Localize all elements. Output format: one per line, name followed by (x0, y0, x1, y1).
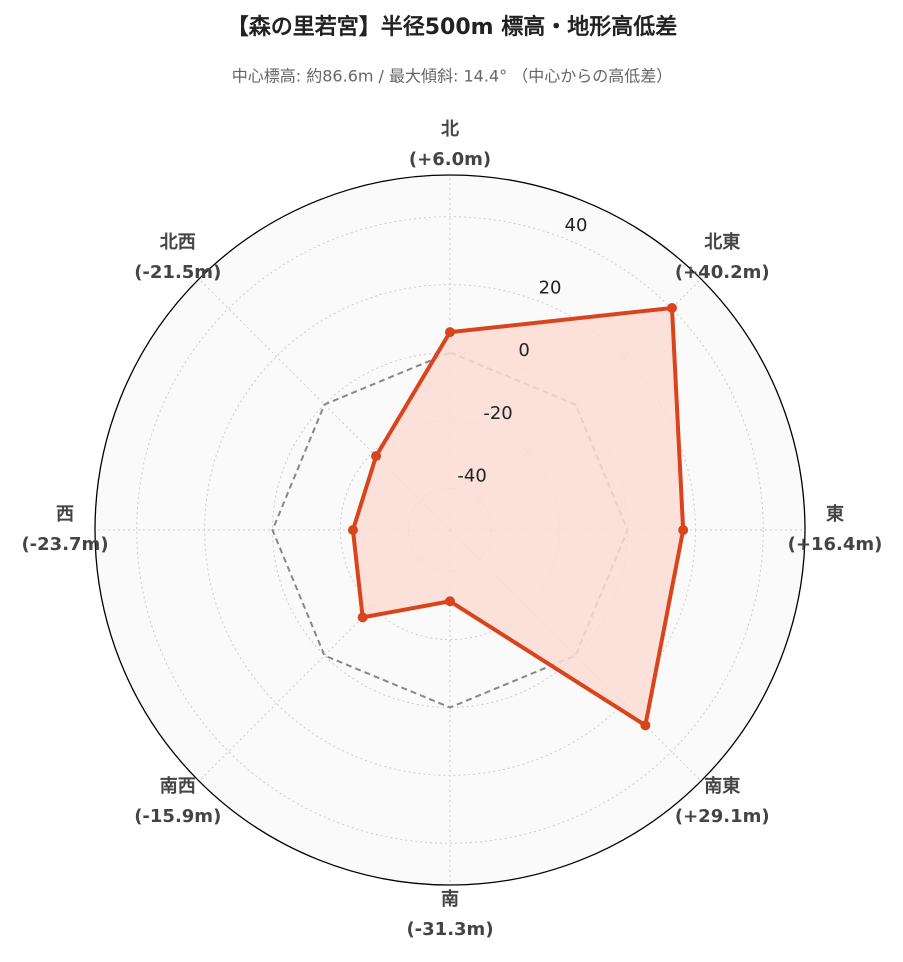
r-tick-label: 40 (565, 215, 588, 236)
category-label: 北東 (704, 231, 740, 253)
data-point (357, 612, 368, 623)
r-tick-label: 20 (539, 278, 562, 299)
data-point (445, 596, 455, 607)
series-area (352, 308, 684, 726)
value-label: (-23.7m) (21, 534, 108, 555)
category-label: 南 (441, 888, 459, 910)
r-tick-label: 0 (518, 340, 529, 361)
value-label: (-21.5m) (134, 262, 221, 283)
category-label: 北西 (160, 232, 196, 253)
chart-title: 【森の里若宮】半径500m 標高・地形高低差 (227, 14, 678, 40)
grid-circle (136, 216, 764, 844)
category-label: 西 (56, 504, 74, 525)
value-label: (+16.4m) (788, 534, 883, 555)
category-label: 南東 (704, 775, 740, 797)
chart-subtitle: 中心標高: 約86.6m / 最大傾斜: 14.4° （中心からの高低差） (232, 67, 672, 86)
category-label: 南西 (160, 775, 196, 797)
data-point (371, 451, 382, 462)
data-point (445, 327, 455, 338)
spoke (198, 529, 451, 782)
r-tick-label: -20 (483, 403, 512, 424)
data-point (347, 525, 358, 535)
data-point (678, 525, 689, 535)
plot-border (94, 174, 806, 886)
value-label: (+6.0m) (409, 149, 491, 170)
data-point (666, 303, 677, 314)
value-label: (+29.1m) (675, 806, 770, 827)
category-label: 北 (441, 119, 459, 140)
data-point (640, 720, 651, 731)
value-label: (-15.9m) (134, 806, 221, 827)
r-tick-label: -40 (457, 466, 486, 487)
value-label: (+40.2m) (675, 262, 770, 283)
spoke (198, 278, 451, 531)
spoke (449, 529, 702, 782)
category-label: 東 (826, 503, 844, 525)
value-label: (-31.3m) (406, 919, 493, 940)
